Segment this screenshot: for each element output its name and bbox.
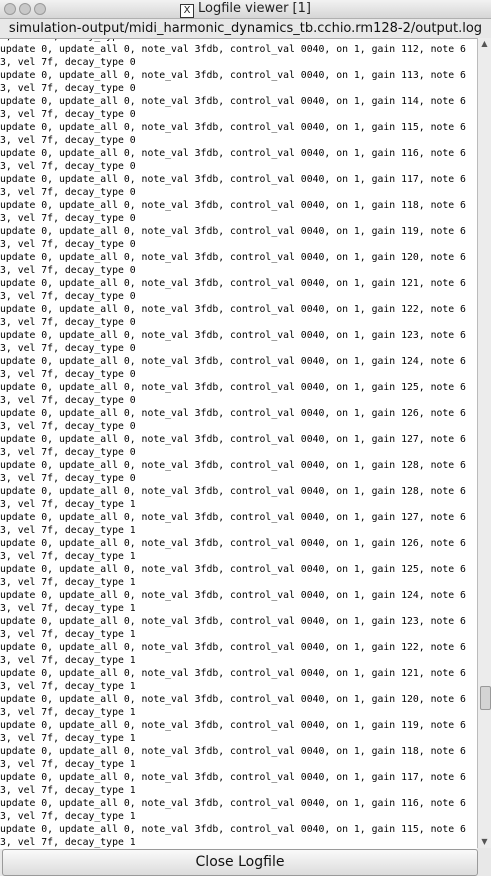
log-line: 3, vel 7f, decay_type 1 bbox=[0, 707, 136, 718]
close-button[interactable]: Close Logfile bbox=[2, 849, 478, 876]
window-button[interactable] bbox=[19, 3, 31, 15]
log-line: update 0, update_all 0, note_val 3fdb, c… bbox=[0, 694, 466, 705]
log-line: update 0, update_all 0, note_val 3fdb, c… bbox=[0, 642, 466, 653]
log-line: update 0, update_all 0, note_val 3fdb, c… bbox=[0, 70, 466, 81]
log-line: 3, vel 7f, decay_type 0 bbox=[0, 161, 136, 172]
log-line: update 0, update_all 0, note_val 3fdb, c… bbox=[0, 122, 466, 133]
title: X Logfile viewer [1] bbox=[0, 1, 491, 18]
log-line: 3, vel 7f, decay_type 0 bbox=[0, 83, 136, 94]
title-text: Logfile viewer [1] bbox=[198, 1, 311, 16]
log-line: update 0, update_all 0, note_val 3fdb, c… bbox=[0, 148, 466, 159]
log-line: update 0, update_all 0, note_val 3fdb, c… bbox=[0, 616, 466, 627]
log-line: 3, vel 7f, decay_type 1 bbox=[0, 759, 136, 770]
log-line: update 0, update_all 0, note_val 3fdb, c… bbox=[0, 434, 466, 445]
log-line: update 0, update_all 0, note_val 3fdb, c… bbox=[0, 382, 466, 393]
log-line: update 0, update_all 0, note_val 3fdb, c… bbox=[0, 278, 466, 289]
window-button[interactable] bbox=[34, 3, 46, 15]
log-line: 3, vel 7f, decay_type 0 bbox=[0, 213, 136, 224]
log-line: 3, vel 7f, decay_type 0 bbox=[0, 343, 136, 354]
log-line: 3, vel 7f, decay_type 1 bbox=[0, 525, 136, 536]
log-line: 3, vel 7f, decay_type 0 bbox=[0, 395, 136, 406]
scroll-thumb[interactable] bbox=[480, 686, 491, 710]
scroll-down[interactable]: ▼ bbox=[481, 837, 488, 846]
log-line: 3, vel 7f, decay_type 1 bbox=[0, 681, 136, 692]
log-line: 3, vel 7f, decay_type 1 bbox=[0, 603, 136, 614]
log-line: 3, vel 7f, decay_type 1 bbox=[0, 499, 136, 510]
window-button[interactable] bbox=[4, 3, 16, 15]
scrollbar[interactable]: ▲ ▼ bbox=[477, 38, 491, 848]
log-line: 3, vel 7f, decay_type 1 bbox=[0, 655, 136, 666]
log-line: 3, vel 7f, decay_type 0 bbox=[0, 187, 136, 198]
log-line: update 0, update_all 0, note_val 3fdb, c… bbox=[0, 460, 466, 471]
log-line: update 0, update_all 0, note_val 3fdb, c… bbox=[0, 200, 466, 211]
log-line: update 0, update_all 0, note_val 3fdb, c… bbox=[0, 226, 466, 237]
file-path: simulation-output/midi_harmonic_dynamics… bbox=[8, 21, 483, 36]
log-line: update 0, update_all 0, note_val 3fdb, c… bbox=[0, 44, 466, 55]
title-bar: X Logfile viewer [1] bbox=[0, 0, 491, 19]
log-line: 3, vel 7f, decay_type 0 bbox=[0, 473, 136, 484]
log-line: update 0, update_all 0, note_val 3fdb, c… bbox=[0, 590, 466, 601]
log-line: 3, vel 7f, decay_type 1 bbox=[0, 577, 136, 588]
log-line: update 0, update_all 0, note_val 3fdb, c… bbox=[0, 564, 466, 575]
log-line: 3, vel 7f, decay_type 0 bbox=[0, 265, 136, 276]
log-line: update 0, update_all 0, note_val 3fdb, c… bbox=[0, 330, 466, 341]
log-line: 3, vel 7f, decay_type 1 bbox=[0, 811, 136, 822]
log-line: update 0, update_all 0, note_val 3fdb, c… bbox=[0, 772, 466, 783]
scroll-up[interactable]: ▲ bbox=[481, 39, 488, 48]
log-line: update 0, update_all 0, note_val 3fdb, c… bbox=[0, 824, 466, 835]
log-line: update 0, update_all 0, note_val 3fdb, c… bbox=[0, 798, 466, 809]
log-line: 3, vel 7f, decay_type 0 bbox=[0, 109, 136, 120]
log-line: 3, vel 7f, decay_type 0 bbox=[0, 317, 136, 328]
log-line: update 0, update_all 0, note_val 3fdb, c… bbox=[0, 174, 466, 185]
log-line: 3, vel 7f, decay_type 1 bbox=[0, 733, 136, 744]
log-line: 3, vel 7f, decay_type 0 bbox=[0, 369, 136, 380]
log-line: 3, vel 7f, decay_type 0 bbox=[0, 447, 136, 458]
log-line: update 0, update_all 0, note_val 3fdb, c… bbox=[0, 486, 466, 497]
log-line: update 0, update_all 0, note_val 3fdb, c… bbox=[0, 408, 466, 419]
log-line: 3, vel 7f, decay_type 1 bbox=[0, 837, 136, 848]
x-icon: X bbox=[180, 4, 194, 18]
log-line: 3, vel 7f, decay_type 1 bbox=[0, 551, 136, 562]
log-line: update 0, update_all 0, note_val 3fdb, c… bbox=[0, 252, 466, 263]
log-line: update 0, update_all 0, note_val 3fdb, c… bbox=[0, 746, 466, 757]
log-line: update 0, update_all 0, note_val 3fdb, c… bbox=[0, 720, 466, 731]
log-line: update 0, update_all 0, note_val 3fdb, c… bbox=[0, 356, 466, 367]
log-line: 3, vel 7f, decay_type 0 bbox=[0, 135, 136, 146]
log-line: 3, vel 7f, decay_type 0 bbox=[0, 291, 136, 302]
log-line: 3, vel 7f, decay_type 0 bbox=[0, 57, 136, 68]
log-line: 3, vel 7f, decay_type 1 bbox=[0, 785, 136, 796]
log-line: update 0, update_all 0, note_val 3fdb, c… bbox=[0, 304, 466, 315]
log-line: 3, vel 7f, decay_type 1 bbox=[0, 629, 136, 640]
log-line: 3, vel 7f, decay_type 0 bbox=[0, 39, 466, 43]
log-line: update 0, update_all 0, note_val 3fdb, c… bbox=[0, 668, 466, 679]
log-line: update 0, update_all 0, note_val 3fdb, c… bbox=[0, 538, 466, 549]
log-line: update 0, update_all 0, note_val 3fdb, c… bbox=[0, 96, 466, 107]
log-line: update 0, update_all 0, note_val 3fdb, c… bbox=[0, 512, 466, 523]
log-line: 3, vel 7f, decay_type 0 bbox=[0, 421, 136, 432]
log-line: 3, vel 7f, decay_type 0 bbox=[0, 239, 136, 250]
